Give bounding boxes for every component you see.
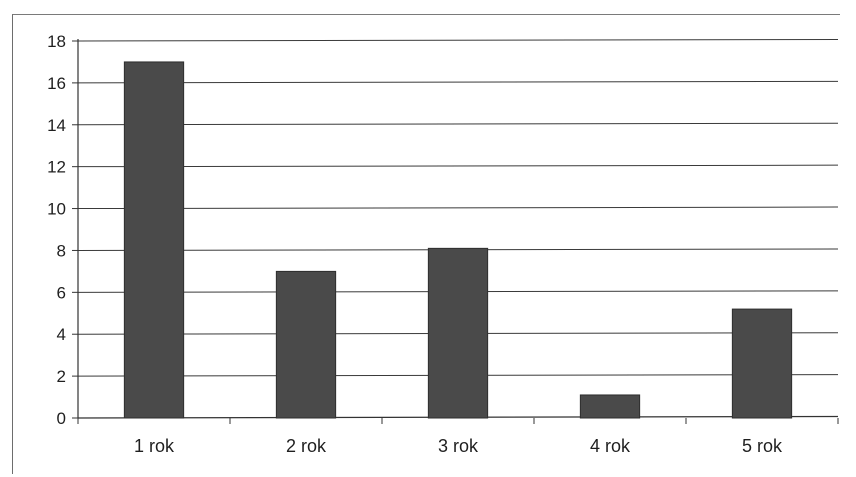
bar-1-rok — [123, 61, 185, 419]
bar-4-rok — [579, 394, 641, 419]
gridline — [77, 80, 839, 84]
bars — [123, 61, 793, 419]
y-tick-label: 12 — [47, 158, 66, 177]
gridline — [77, 206, 839, 210]
gridline — [77, 164, 839, 168]
y-tick-label: 10 — [47, 200, 66, 219]
gridline — [77, 122, 839, 126]
y-tick-label: 0 — [57, 409, 66, 428]
y-tick-label: 2 — [57, 367, 66, 386]
x-tick-label: 4 rok — [590, 436, 631, 456]
x-tick-label: 3 rok — [438, 436, 479, 456]
x-tick-label: 5 rok — [742, 436, 783, 456]
bar-5-rok — [731, 308, 793, 419]
x-tick-label: 2 rok — [286, 436, 327, 456]
y-tick-label: 8 — [57, 241, 66, 260]
y-tick-label: 14 — [47, 116, 66, 135]
y-tick-label: 18 — [47, 32, 66, 51]
x-tick-label: 1 rok — [134, 436, 175, 456]
y-tick-label: 16 — [47, 74, 66, 93]
bar-3-rok — [427, 247, 489, 419]
gridline — [77, 39, 839, 42]
bar-2-rok — [275, 270, 337, 419]
x-tick-labels: 1 rok 2 rok 3 rok 4 rok 5 rok — [134, 436, 783, 456]
chart-frame — [12, 14, 840, 474]
y-tick-label: 6 — [57, 283, 66, 302]
y-tick-label: 4 — [57, 325, 66, 344]
y-tick-labels: 0 2 4 6 8 10 12 14 16 18 — [47, 32, 66, 428]
